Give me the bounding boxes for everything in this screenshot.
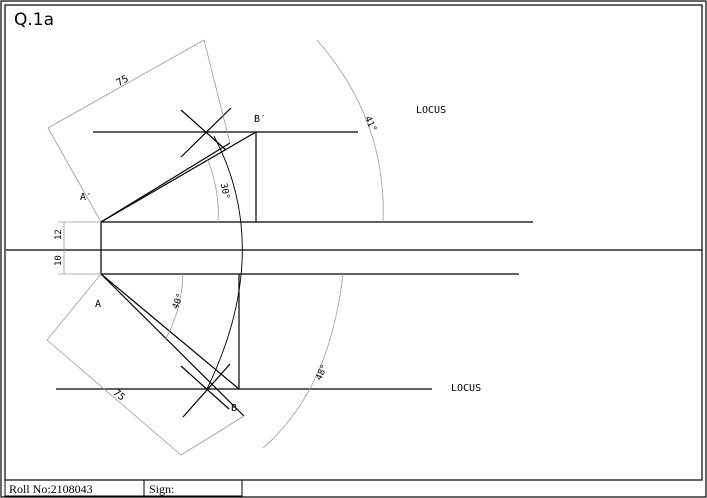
label-a: A xyxy=(95,299,101,310)
dim-arc-48 xyxy=(262,273,344,449)
cross-mark-bottom-1 xyxy=(180,365,230,410)
dim-extension-75-top-b xyxy=(203,39,231,144)
dim-label-75-top: 75 xyxy=(115,74,131,90)
dim-label-40: 40° xyxy=(171,292,186,311)
roll-number: Roll No:2108043 xyxy=(9,482,93,496)
dim-label-30: 30° xyxy=(218,183,231,201)
dim-extension-75-bottom-b xyxy=(180,415,245,456)
dim-label-10: 10 xyxy=(54,255,64,266)
dim-extension-75-top-a xyxy=(47,127,102,223)
dim-line-75-top xyxy=(47,39,205,129)
cross-mark-top-2 xyxy=(180,107,232,158)
label-a-prime: A′ xyxy=(80,192,92,203)
dim-line-75-bottom xyxy=(46,339,182,456)
dim-arc-40 xyxy=(164,273,184,341)
question-title: Q.1a xyxy=(14,10,54,30)
label-b: B xyxy=(231,403,237,414)
label-locus-bottom: LOCUS xyxy=(451,383,481,394)
dim-label-48: 48° xyxy=(314,363,330,382)
dim-extension-75-bottom-a xyxy=(46,273,102,341)
title-block-sign xyxy=(143,479,243,497)
true-length-line-plan xyxy=(100,273,245,417)
label-locus-top: LOCUS xyxy=(416,105,446,116)
dim-label-41: 41° xyxy=(362,115,378,134)
cross-mark-bottom-2 xyxy=(182,363,231,418)
swing-arc xyxy=(206,135,243,390)
label-b-prime: B′ xyxy=(254,114,266,125)
dim-label-75-bottom: 75 xyxy=(111,387,127,403)
cross-mark-top-1 xyxy=(180,109,227,151)
elevation-of-line xyxy=(100,131,257,223)
sign-field: Sign: xyxy=(149,482,174,496)
drawing-frame xyxy=(4,4,703,481)
dim-arc-41 xyxy=(316,39,384,223)
dim-label-12: 12 xyxy=(54,229,64,240)
dim-arc-30 xyxy=(206,157,219,223)
plan-of-line xyxy=(100,273,240,390)
